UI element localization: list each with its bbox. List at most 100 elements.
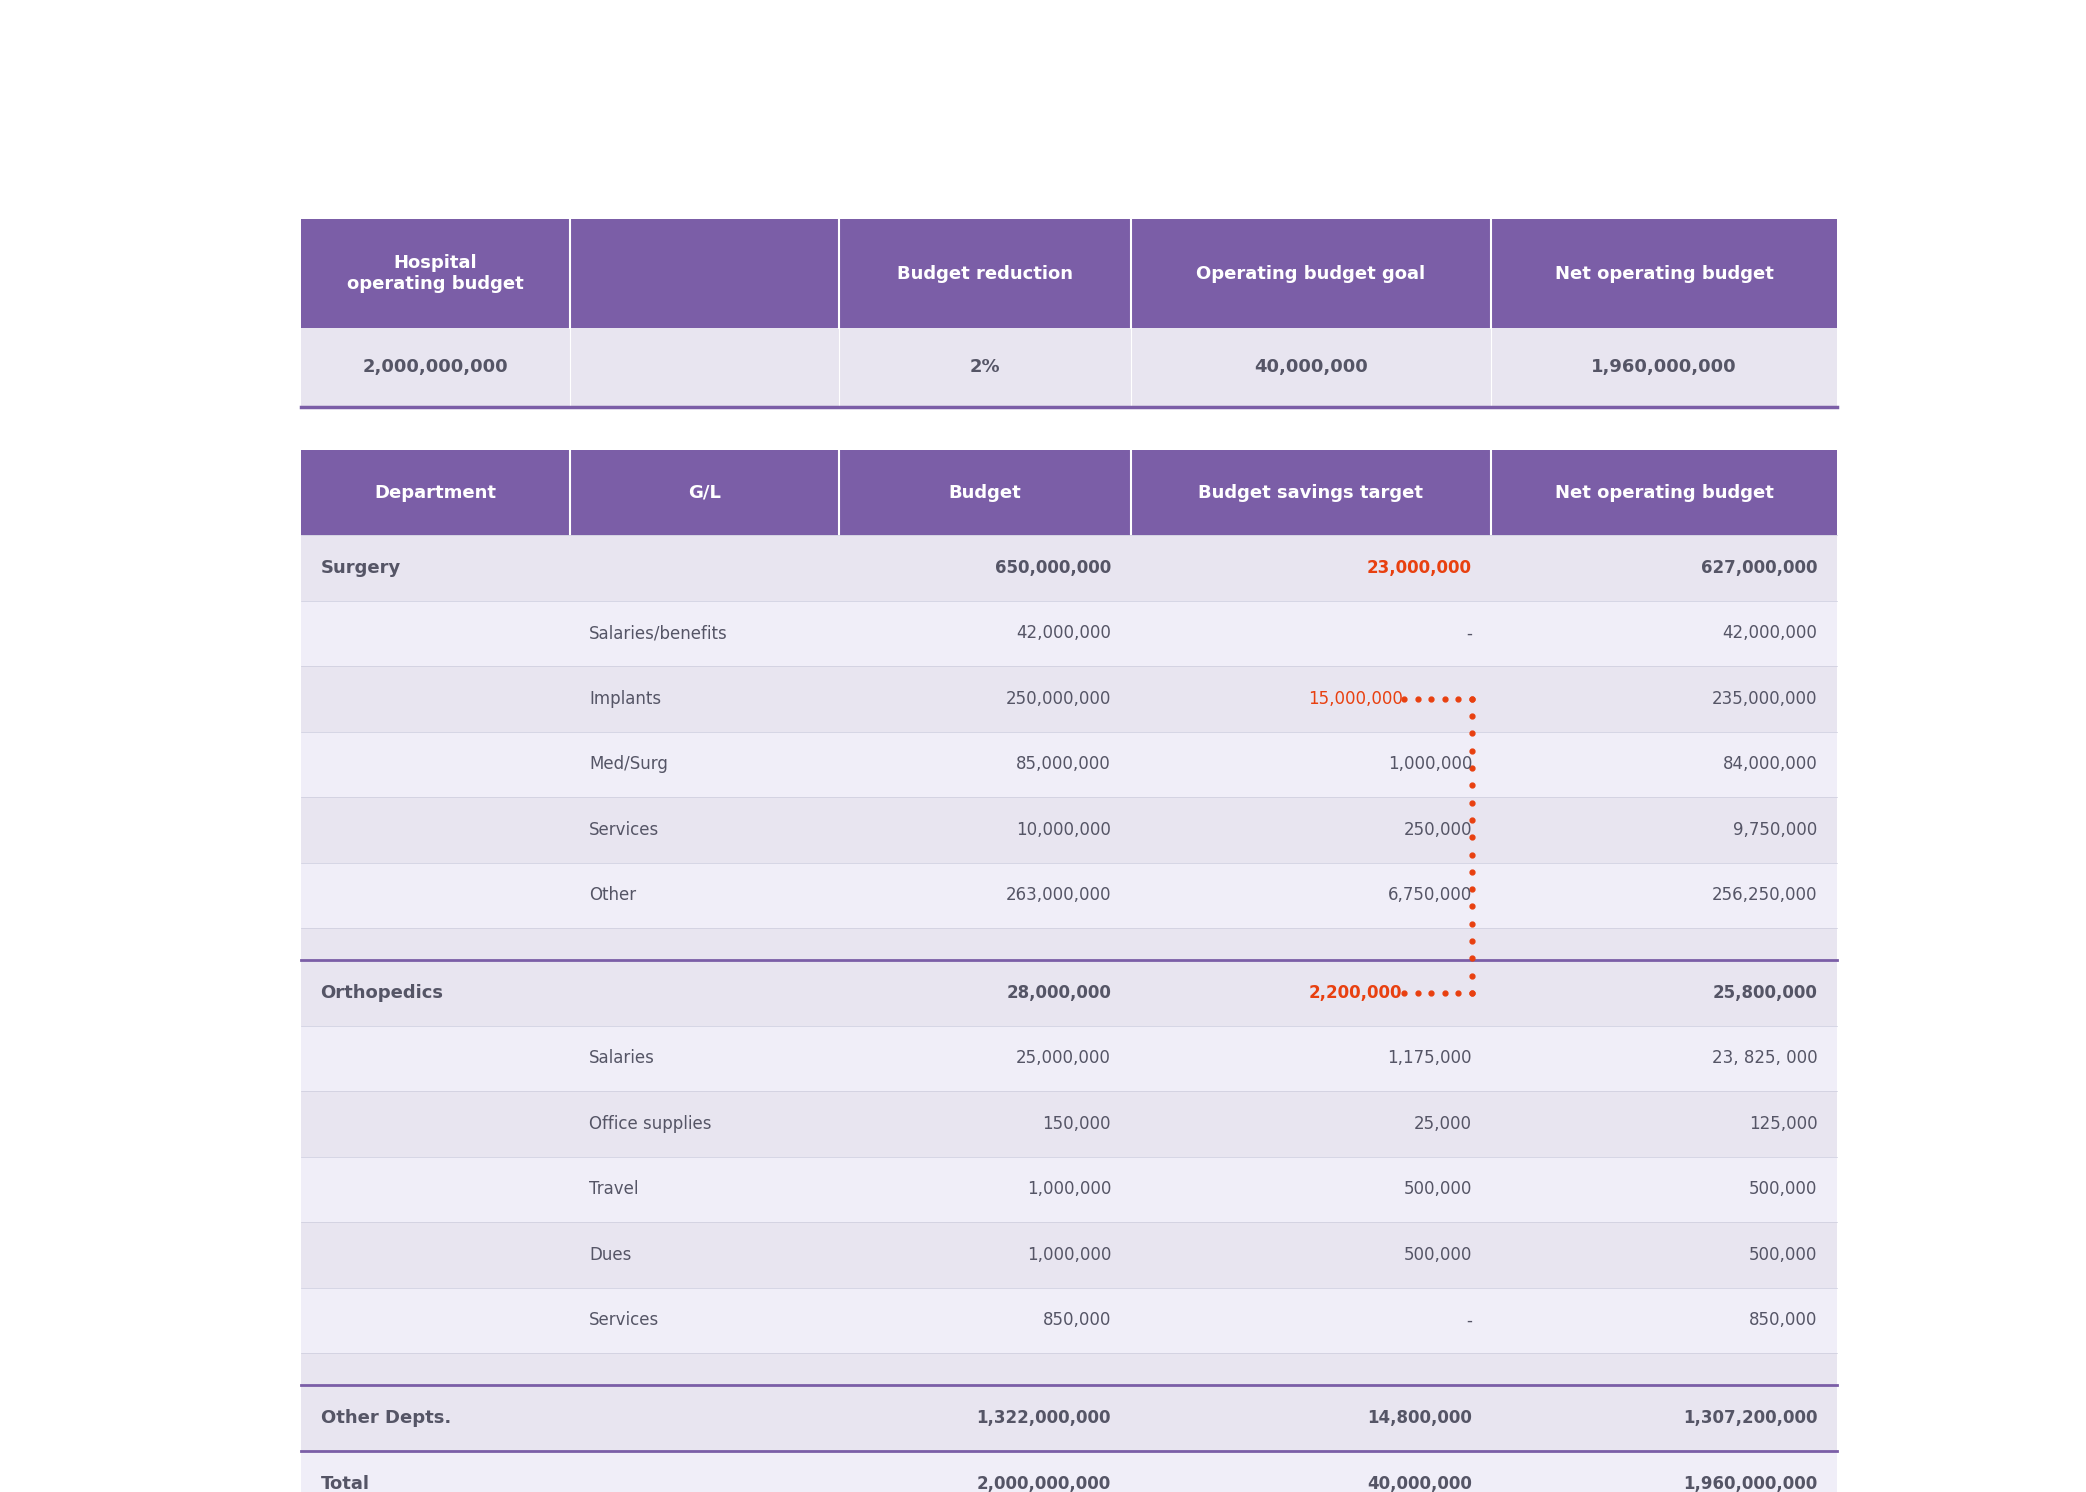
Text: Surgery: Surgery — [321, 560, 401, 577]
Bar — [1131, 1450, 1491, 1492]
Text: 500,000: 500,000 — [1750, 1246, 1817, 1264]
Bar — [300, 665, 569, 731]
Bar — [1491, 1156, 1838, 1222]
Text: 150,000: 150,000 — [1043, 1115, 1112, 1132]
Text: 263,000,000: 263,000,000 — [1005, 886, 1112, 904]
Text: 10,000,000: 10,000,000 — [1016, 821, 1112, 839]
Text: 500,000: 500,000 — [1404, 1180, 1473, 1198]
Bar — [569, 328, 839, 406]
Bar — [1131, 665, 1491, 731]
Bar — [300, 1353, 569, 1386]
Bar — [1491, 219, 1838, 328]
Bar — [569, 665, 839, 731]
Text: Net operating budget: Net operating budget — [1554, 264, 1773, 283]
Bar — [1131, 1222, 1491, 1288]
Bar — [300, 451, 569, 536]
Bar — [300, 1386, 569, 1450]
Text: 1,322,000,000: 1,322,000,000 — [976, 1408, 1112, 1426]
Bar — [569, 731, 839, 797]
Text: 1,960,000,000: 1,960,000,000 — [1683, 1474, 1817, 1492]
Bar — [300, 731, 569, 797]
Bar — [839, 601, 1131, 665]
Bar — [839, 928, 1131, 961]
Text: 9,750,000: 9,750,000 — [1733, 821, 1817, 839]
Bar — [1491, 1288, 1838, 1353]
Bar — [1131, 601, 1491, 665]
Bar — [1491, 797, 1838, 862]
Bar — [1131, 1386, 1491, 1450]
Text: 40,000,000: 40,000,000 — [1254, 358, 1368, 376]
Text: Other: Other — [590, 886, 636, 904]
Bar — [569, 1222, 839, 1288]
Bar — [569, 1156, 839, 1222]
Text: 235,000,000: 235,000,000 — [1713, 689, 1817, 707]
Text: 1,000,000: 1,000,000 — [1387, 755, 1473, 773]
Text: 1,307,200,000: 1,307,200,000 — [1683, 1408, 1817, 1426]
Text: Med/Surg: Med/Surg — [590, 755, 668, 773]
Bar — [839, 1025, 1131, 1091]
Text: 25,800,000: 25,800,000 — [1713, 985, 1817, 1003]
Text: 2%: 2% — [970, 358, 999, 376]
Bar — [839, 961, 1131, 1025]
Bar — [839, 219, 1131, 328]
Text: 6,750,000: 6,750,000 — [1387, 886, 1473, 904]
Bar — [1131, 219, 1491, 328]
Bar — [300, 961, 569, 1025]
Text: 84,000,000: 84,000,000 — [1723, 755, 1817, 773]
Text: 2,000,000,000: 2,000,000,000 — [976, 1474, 1112, 1492]
Text: 125,000: 125,000 — [1748, 1115, 1817, 1132]
Bar — [1131, 1025, 1491, 1091]
Bar — [1131, 928, 1491, 961]
Bar — [569, 1450, 839, 1492]
Bar — [1131, 1288, 1491, 1353]
Text: 85,000,000: 85,000,000 — [1016, 755, 1112, 773]
Bar — [569, 928, 839, 961]
Bar — [300, 328, 569, 406]
Bar — [839, 862, 1131, 928]
Bar — [1131, 1353, 1491, 1386]
Text: Budget savings target: Budget savings target — [1199, 483, 1423, 501]
Bar — [569, 536, 839, 601]
Bar — [1131, 731, 1491, 797]
Bar — [569, 1353, 839, 1386]
Bar — [569, 1288, 839, 1353]
Text: 250,000: 250,000 — [1404, 821, 1473, 839]
Bar — [1131, 961, 1491, 1025]
Bar — [1491, 1353, 1838, 1386]
Text: Implants: Implants — [590, 689, 661, 707]
Text: Total: Total — [321, 1474, 369, 1492]
Bar — [839, 536, 1131, 601]
Text: Salaries/benefits: Salaries/benefits — [590, 625, 728, 643]
Bar — [569, 219, 839, 328]
Text: 23, 825, 000: 23, 825, 000 — [1713, 1049, 1817, 1067]
Bar — [1491, 1091, 1838, 1156]
Bar — [839, 797, 1131, 862]
Bar — [1491, 1222, 1838, 1288]
Text: 23,000,000: 23,000,000 — [1366, 560, 1473, 577]
Text: 1,000,000: 1,000,000 — [1026, 1246, 1112, 1264]
Text: 1,175,000: 1,175,000 — [1387, 1049, 1473, 1067]
Text: Orthopedics: Orthopedics — [321, 985, 444, 1003]
Bar — [1491, 328, 1838, 406]
Bar — [1131, 328, 1491, 406]
Text: Services: Services — [590, 1311, 659, 1329]
Text: 42,000,000: 42,000,000 — [1723, 625, 1817, 643]
Bar — [839, 731, 1131, 797]
Text: 500,000: 500,000 — [1404, 1246, 1473, 1264]
Bar — [569, 797, 839, 862]
Text: 850,000: 850,000 — [1750, 1311, 1817, 1329]
Bar — [569, 1025, 839, 1091]
Bar — [300, 862, 569, 928]
Text: 2,000,000,000: 2,000,000,000 — [363, 358, 509, 376]
Text: Budget: Budget — [949, 483, 1020, 501]
Text: Operating budget goal: Operating budget goal — [1197, 264, 1425, 283]
Bar — [1491, 862, 1838, 928]
Bar — [300, 1450, 569, 1492]
Text: -: - — [1466, 1311, 1473, 1329]
Bar — [1131, 1091, 1491, 1156]
Bar — [839, 451, 1131, 536]
Text: Hospital
operating budget: Hospital operating budget — [346, 255, 524, 294]
Bar — [1491, 1025, 1838, 1091]
Bar — [1491, 536, 1838, 601]
Bar — [1491, 928, 1838, 961]
